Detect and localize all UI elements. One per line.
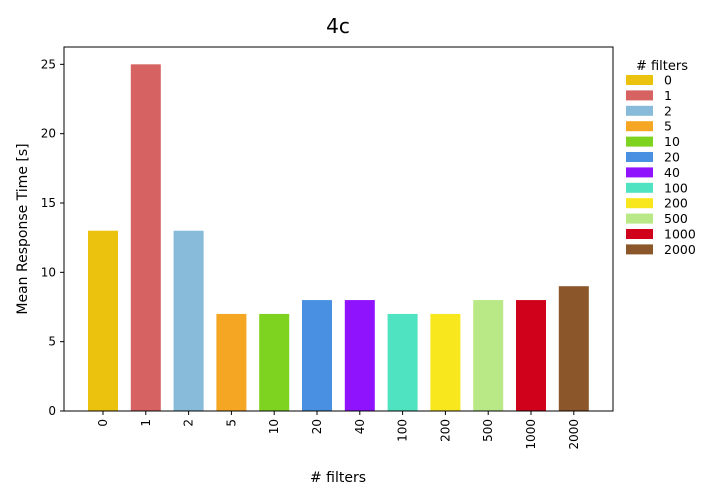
bar-10 [259,313,290,411]
legend-swatch-5 [626,121,653,132]
x-tick-label: 40 [353,419,367,434]
legend-swatch-200 [626,198,653,209]
legend-swatch-20 [626,152,653,162]
legend-swatch-0 [626,75,653,85]
bar-1000 [516,300,546,411]
x-tick-label: 2 [182,419,196,427]
legend-title: # filters [636,59,688,74]
bar-2000 [558,286,589,411]
legend-label-10: 10 [664,134,680,149]
legend-label-200: 200 [664,196,688,211]
legend-label-2: 2 [664,103,672,118]
bar-20 [302,300,332,411]
x-tick-label: 1 [139,419,153,427]
y-tick-label: 0 [48,404,56,418]
x-tick-label: 500 [481,419,495,442]
bars-group [88,64,589,411]
legend-swatch-500 [626,213,653,224]
y-tick-label: 5 [48,335,56,349]
legend-label-500: 500 [664,211,688,226]
y-tick-label: 15 [41,196,56,210]
legend-swatch-1000 [626,229,653,239]
legend-swatch-1 [626,90,653,101]
legend-label-20: 20 [664,150,680,165]
y-axis-label: Mean Response Time [s] [15,143,31,314]
bar-5 [216,313,247,411]
bar-40 [344,300,375,411]
bar-200 [430,313,461,411]
legend-label-100: 100 [664,180,688,195]
x-tick-label: 20 [310,419,324,434]
legend-swatch-2 [626,105,653,116]
x-tick-label: 100 [396,419,410,442]
x-tick-label: 0 [96,419,110,427]
x-tick-label: 5 [224,419,238,427]
legend-swatch-100 [626,182,653,193]
legend-swatch-10 [626,136,653,147]
x-tick-label: 200 [438,419,452,442]
legend-label-2000: 2000 [664,242,696,257]
y-tick-label: 25 [41,57,56,71]
y-tick-label: 10 [41,265,56,279]
legend-label-0: 0 [664,73,672,88]
bar-0 [88,230,118,411]
chart-title: 4c [326,14,350,38]
plot-frame [63,46,614,412]
bar-2 [173,230,204,411]
legend-label-5: 5 [664,119,672,134]
y-tick-label: 20 [41,127,56,141]
bar-500 [473,300,504,411]
legend-swatch-40 [626,167,653,178]
x-tick-label: 1000 [524,419,538,450]
legend-label-1000: 1000 [664,227,696,242]
x-axis-label: # filters [310,470,366,486]
y-ticks-group: 0 5 10 15 20 25 [41,57,64,418]
legend-swatch-2000 [626,244,653,255]
bar-1 [130,64,161,411]
legend-label-1: 1 [664,88,672,103]
x-tick-label: 10 [267,419,281,434]
x-ticks-group: 0 1 2 5 10 20 40 100 200 500 1000 2000 [96,411,581,450]
x-tick-label: 2000 [567,419,581,450]
legend-label-40: 40 [664,165,680,180]
bar-100 [387,313,418,411]
